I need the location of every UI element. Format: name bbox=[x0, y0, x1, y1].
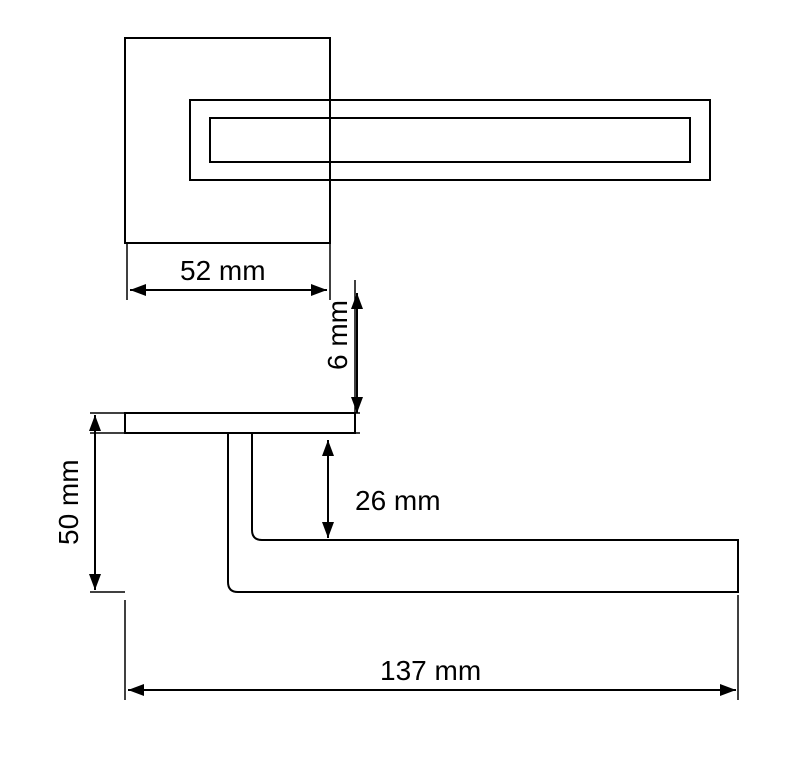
dim-label: 6 mm bbox=[322, 300, 353, 370]
arrowhead bbox=[351, 397, 363, 413]
handle-inner bbox=[210, 118, 690, 162]
arrowhead bbox=[311, 284, 327, 296]
arrowhead bbox=[128, 684, 144, 696]
handle-outer bbox=[190, 100, 710, 180]
side-lever bbox=[228, 433, 738, 592]
arrowhead bbox=[322, 522, 334, 538]
arrowhead bbox=[89, 574, 101, 590]
arrowhead bbox=[720, 684, 736, 696]
dim-label: 52 mm bbox=[180, 255, 266, 286]
arrowhead bbox=[322, 440, 334, 456]
side-plate bbox=[125, 413, 355, 433]
dim-label: 50 mm bbox=[53, 459, 84, 545]
technical-drawing: 52 mm 6 mm 26 mm 50 mm 137 mm bbox=[0, 0, 797, 773]
dim-label: 137 mm bbox=[380, 655, 481, 686]
arrowhead bbox=[89, 415, 101, 431]
arrowhead bbox=[130, 284, 146, 296]
dim-label: 26 mm bbox=[355, 485, 441, 516]
rose-plate bbox=[125, 38, 330, 243]
